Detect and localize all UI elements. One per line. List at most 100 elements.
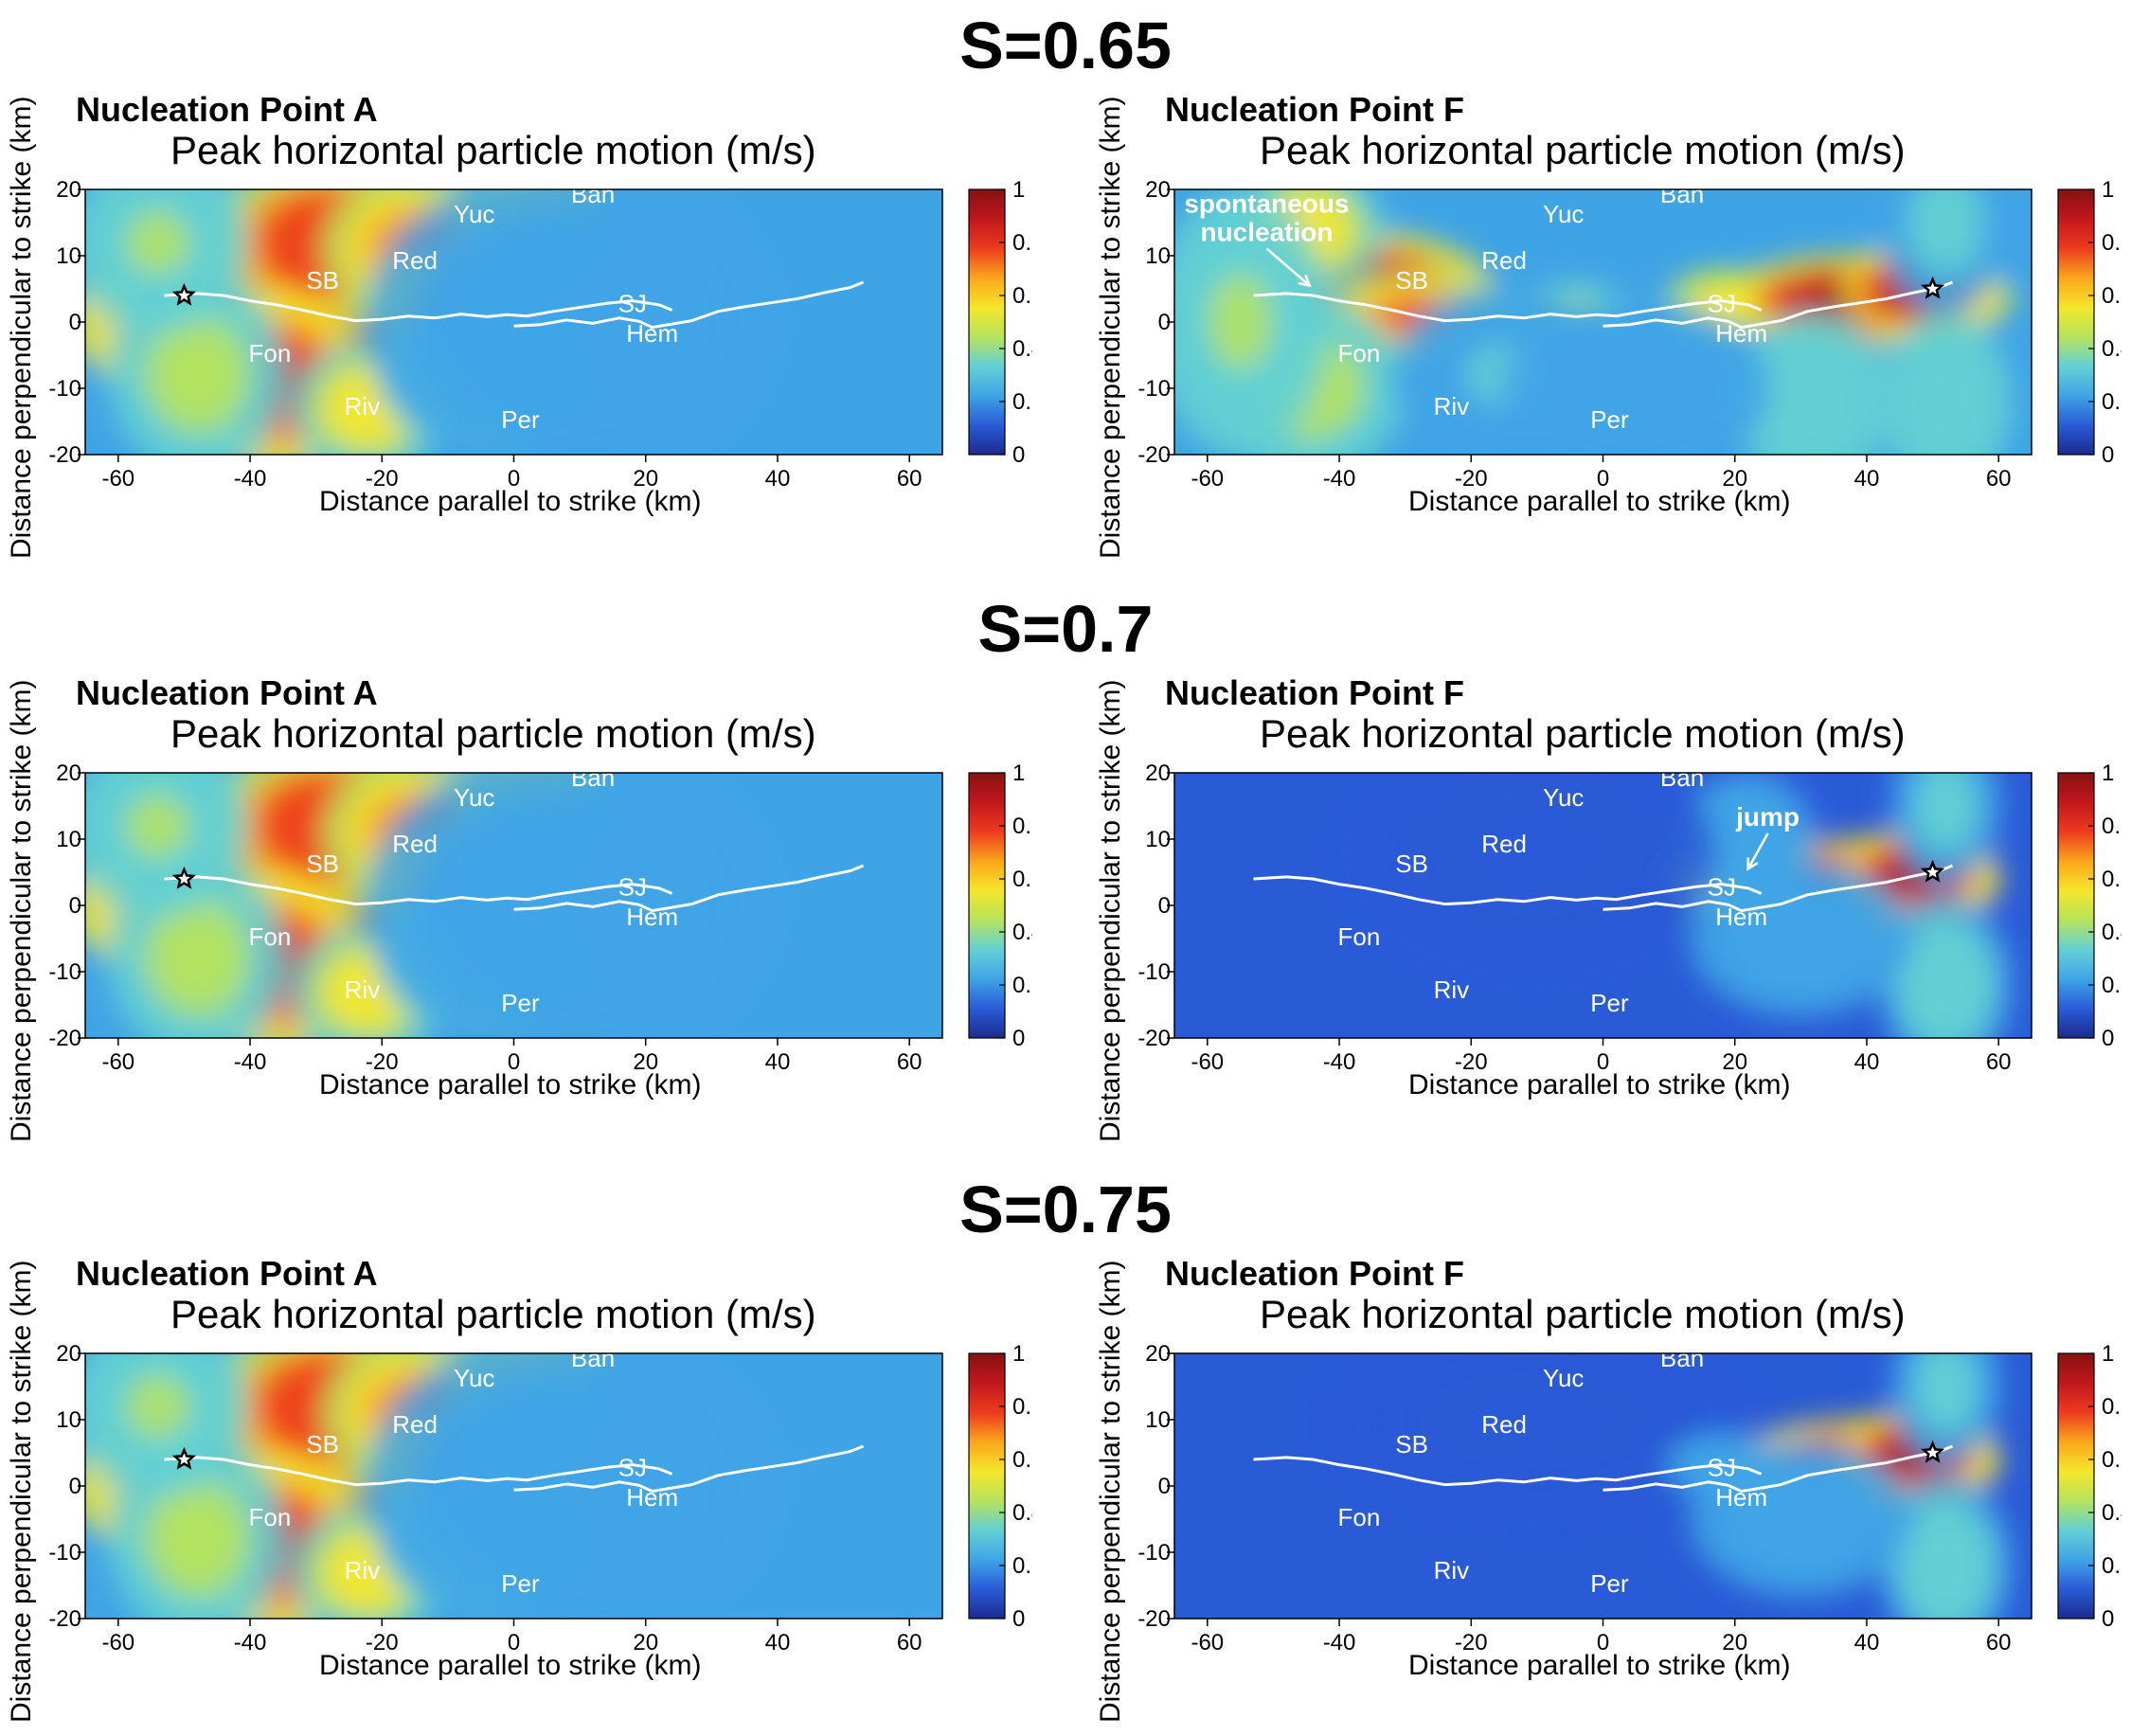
place-label: Riv (1434, 392, 1470, 421)
colorbar-tick-label: 0.8 (2102, 1394, 2122, 1420)
colorbar-tick-label: 0.8 (2102, 814, 2122, 839)
colorbar-tick-label: 0 (2102, 1026, 2114, 1051)
place-label: SB (1395, 850, 1428, 878)
x-tick-label: -60 (101, 466, 134, 488)
colorbar-tick-label: 0.4 (1012, 336, 1032, 362)
x-tick-label: 0 (1597, 1630, 1609, 1652)
place-label: SJ (1708, 1454, 1736, 1482)
y-tick-label: -20 (1137, 1606, 1171, 1632)
fault-trace-main (164, 1456, 673, 1487)
place-label: SB (1395, 266, 1428, 295)
place-label: Red (392, 246, 438, 275)
place-label: Per (1590, 1569, 1629, 1598)
x-tick-label: -40 (1323, 1630, 1356, 1652)
colorbar-tick-label: 0.2 (2102, 389, 2122, 415)
heatmap-field (1174, 1353, 2032, 1619)
place-label: Per (501, 989, 540, 1017)
callout-arrow (1746, 832, 1769, 870)
y-tick-label: 10 (1145, 1407, 1171, 1433)
colorbar-tick-label: 0.4 (2102, 336, 2122, 362)
x-tick-label: 40 (765, 1630, 791, 1652)
y-tick-label: 0 (1158, 310, 1171, 335)
x-tick-label: 60 (897, 1049, 922, 1071)
place-label: Hem (626, 319, 678, 348)
colorbar-tick-label: 0 (2102, 1606, 2114, 1632)
y-tick-label: -10 (48, 1540, 81, 1566)
nucleation-label: Nucleation Point F (1165, 673, 1465, 712)
y-tick-label: 10 (1145, 827, 1171, 852)
x-tick-label: -20 (366, 466, 399, 488)
place-label: SJ (618, 1454, 647, 1482)
x-tick-label: 60 (1986, 1049, 2012, 1071)
x-tick-label: -60 (101, 1630, 134, 1652)
colorbar-tick-label: 0.8 (2102, 230, 2122, 256)
place-label: SJ (1708, 873, 1736, 902)
colorbar-tick-label: 1 (2102, 761, 2114, 786)
place-label: Yuc (1543, 200, 1584, 228)
colorbar-tick-label: 0.6 (1012, 283, 1032, 309)
x-tick-label: -20 (366, 1630, 399, 1652)
nucleation-label: Nucleation Point A (76, 1254, 378, 1293)
colorbar (2057, 188, 2095, 456)
fault-trace-sj (513, 864, 865, 913)
place-label: Ban (571, 763, 615, 792)
heatmap-field (85, 1353, 942, 1619)
x-axis-label: Distance parallel to strike (km) (319, 1650, 702, 1681)
arrowhead-icon (1746, 857, 1759, 871)
hypocenter-star-icon (171, 866, 196, 889)
place-label: Yuc (1543, 1364, 1584, 1392)
colorbar-tick-label: 1 (1012, 1341, 1025, 1367)
place-label: SB (306, 1430, 339, 1459)
x-tick-label: -60 (1191, 466, 1224, 488)
x-tick-label: 40 (765, 466, 791, 488)
y-tick-label: 10 (56, 243, 81, 269)
x-tick-label: 20 (1722, 466, 1747, 488)
callout-label: nucleation (1200, 218, 1333, 247)
place-label: SB (306, 266, 339, 295)
colorbar-tick-label: 0.2 (1012, 973, 1032, 998)
place-label: Yuc (454, 783, 494, 812)
x-tick-label: 0 (1597, 466, 1609, 488)
place-label: Riv (345, 1556, 381, 1584)
stress-title-1: S=0.65 (959, 9, 1172, 82)
y-tick-label: 10 (56, 827, 81, 852)
y-tick-label: 0 (69, 1474, 81, 1499)
stress-title-3: S=0.75 (959, 1172, 1172, 1246)
y-tick-label: -10 (48, 959, 81, 985)
place-label: Per (501, 405, 540, 434)
colorbar (2057, 772, 2095, 1039)
place-label: Ban (1660, 763, 1704, 792)
fault-trace-sj (513, 280, 865, 330)
chart-panel: Nucleation Point F Peak horizontal partic… (1095, 673, 2122, 1147)
place-label: Red (392, 1410, 438, 1439)
x-tick-label: 0 (508, 466, 520, 488)
nucleation-label: Nucleation Point F (1165, 1254, 1465, 1293)
place-label: SJ (618, 873, 647, 902)
x-tick-label: 20 (1722, 1049, 1747, 1071)
y-tick-label: 20 (56, 1341, 81, 1367)
chart-title: Peak horizontal particle motion (m/s) (1260, 128, 1906, 172)
x-tick-label: 40 (1854, 466, 1880, 488)
x-tick-label: 20 (633, 1630, 658, 1652)
y-tick-label: -20 (1137, 442, 1171, 468)
hypocenter-star-icon (1921, 859, 1945, 883)
colorbar-tick-label: 0.6 (1012, 1447, 1032, 1473)
place-label: SJ (1708, 290, 1736, 318)
place-label: Riv (1434, 1556, 1470, 1584)
colorbar-tick-label: 0 (1012, 1026, 1025, 1051)
x-tick-label: -40 (234, 1630, 267, 1652)
colorbar (968, 1352, 1006, 1620)
x-axis-label: Distance parallel to strike (km) (1408, 1069, 1791, 1101)
fault-trace-main (1253, 1456, 1763, 1487)
stress-title-2: S=0.7 (977, 592, 1154, 666)
place-label: Riv (345, 975, 381, 1004)
x-tick-label: -40 (1323, 1049, 1356, 1071)
place-label: Ban (1660, 1344, 1704, 1372)
x-tick-label: 60 (897, 466, 922, 488)
place-label: Ban (1660, 180, 1704, 208)
place-label: Red (1481, 830, 1527, 858)
